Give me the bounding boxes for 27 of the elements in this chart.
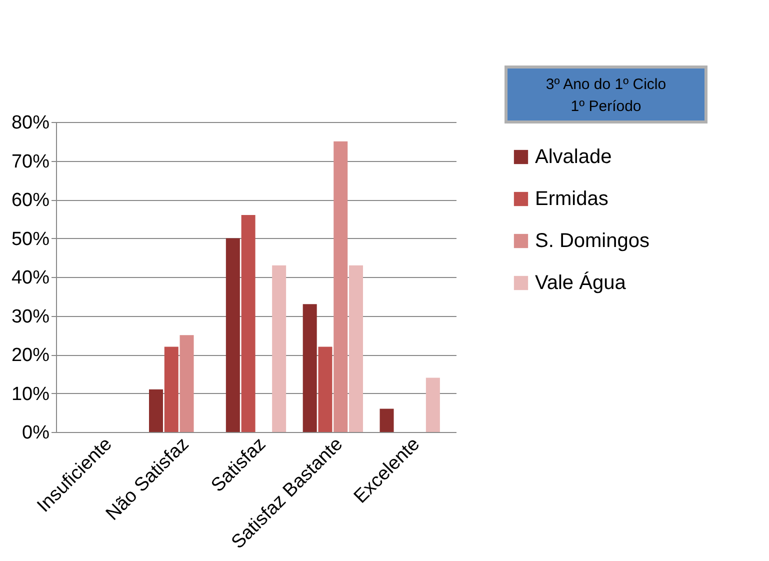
bar [318,346,332,432]
bar [164,346,178,432]
bar [349,265,363,432]
y-tick-label: 20% [11,345,50,366]
bar [272,265,286,432]
y-tick-label: 40% [11,268,50,288]
y-tick-label: 80% [11,112,50,134]
y-tick-label: 70% [11,151,50,172]
bar [334,141,348,432]
bar [180,335,194,432]
bar [241,215,256,432]
y-tick-label: 10% [11,384,50,405]
legend-label: Alvalade [535,146,612,168]
legend-label: S. Domingos [535,230,650,252]
text: 3º Ano do 1º Ciclo [546,76,666,93]
legend-label: Vale Água [535,271,627,294]
y-tick-label: 0% [22,422,50,444]
bar [380,408,394,432]
bar [149,389,163,432]
y-tick-label: 30% [11,306,50,328]
y-tick-label: 60% [11,190,50,211]
y-tick-label: 50% [11,228,50,250]
bar [426,378,440,432]
text: 1º Período [570,98,642,115]
bar [302,304,317,432]
legend-label: Ermidas [535,188,608,210]
bar [226,238,240,432]
